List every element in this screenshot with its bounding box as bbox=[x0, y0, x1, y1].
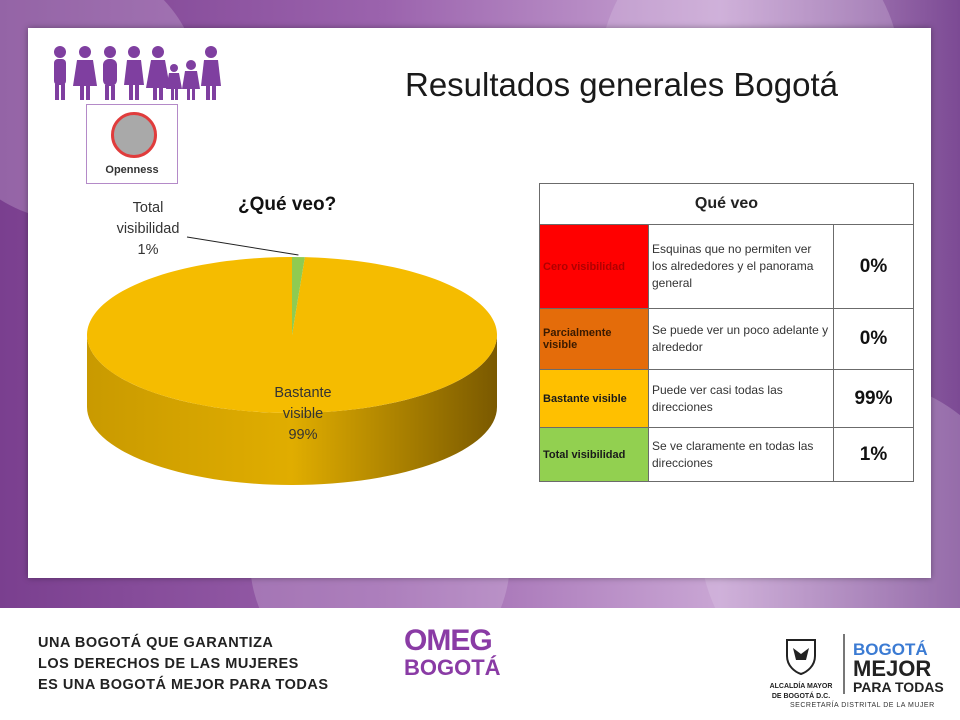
table-row-category: Total visibilidad bbox=[539, 427, 649, 482]
table-row: Cero visibilidad Esquinas que no permite… bbox=[539, 224, 914, 309]
omeg-logo-line2: BOGOTÁ bbox=[404, 655, 501, 680]
badge-label: Openness bbox=[105, 164, 159, 176]
pie-label-small-line1: Total bbox=[132, 200, 164, 216]
table-row-description: Se ve claramente en todas las direccione… bbox=[648, 427, 834, 482]
que-veo-table: Qué veo Cero visibilidad Esquinas que no… bbox=[539, 183, 914, 482]
openness-circle-icon bbox=[111, 112, 157, 158]
pie-label-large: Bastante visible 99% bbox=[253, 383, 353, 446]
table-row: Parcialmente visible Se puede ver un poc… bbox=[539, 308, 914, 370]
footer-slogan-line3: ES UNA BOGOTÁ MEJOR PARA TODAS bbox=[38, 677, 329, 693]
chart-title: ¿Qué veo? bbox=[238, 194, 337, 215]
pie-label-small-value: 1% bbox=[137, 242, 159, 258]
footer-slogan-line2: LOS DERECHOS DE LAS MUJERES bbox=[38, 656, 299, 672]
table-row-category: Cero visibilidad bbox=[539, 224, 649, 309]
pie-label-small: Total visibilidad 1% bbox=[98, 198, 198, 261]
table-row-percent: 0% bbox=[833, 308, 914, 370]
pie-label-large-line2: visible bbox=[282, 406, 324, 422]
table-row-percent: 1% bbox=[833, 427, 914, 482]
omeg-logo-line1: OMEG bbox=[404, 624, 493, 657]
secretaria-label: SECRETARÍA DISTRITAL DE LA MUJER bbox=[790, 702, 935, 709]
pie-label-large-line1: Bastante bbox=[274, 385, 332, 401]
openness-badge: Openness bbox=[86, 104, 178, 184]
table-row-percent: 99% bbox=[833, 369, 914, 428]
table-row-description: Esquinas que no permiten ver los alreded… bbox=[648, 224, 834, 309]
coat-of-arms-icon bbox=[786, 639, 816, 676]
table-row-description: Se puede ver un poco adelante y alrededo… bbox=[648, 308, 834, 370]
table-row-category: Parcialmente visible bbox=[539, 308, 649, 370]
table-row-description: Puede ver casi todas las direcciones bbox=[648, 369, 834, 428]
page-title: Resultados generales Bogotá bbox=[405, 66, 838, 103]
table-row-percent: 0% bbox=[833, 224, 914, 309]
brand-line1: BOGOTÁ bbox=[853, 640, 928, 659]
footer-slogan-line1: UNA BOGOTÁ QUE GARANTIZA bbox=[38, 635, 274, 651]
people-icon bbox=[54, 46, 221, 100]
alcaldia-logo: ALCALDÍA MAYOR DE BOGOTÁ D.C. bbox=[762, 636, 840, 701]
table-header: Qué veo bbox=[539, 183, 914, 225]
table-row: Total visibilidad Se ve claramente en to… bbox=[539, 427, 914, 482]
alcaldia-line1: ALCALDÍA MAYOR bbox=[769, 683, 833, 690]
table-row-category: Bastante visible bbox=[539, 369, 649, 428]
alcaldia-line2: DE BOGOTÁ D.C. bbox=[771, 693, 831, 700]
brand-line2: MEJOR bbox=[853, 656, 932, 681]
table-row: Bastante visible Puede ver casi todas la… bbox=[539, 369, 914, 428]
logo-divider bbox=[843, 634, 845, 694]
footer-slogan: UNA BOGOTÁ QUE GARANTIZA LOS DERECHOS DE… bbox=[38, 633, 329, 696]
pie-label-small-line2: visibilidad bbox=[116, 221, 180, 237]
omeg-logo: OMEG BOGOTÁ bbox=[404, 626, 501, 680]
bogota-mejor-logo: BOGOTÁ MEJOR PARA TODAS bbox=[853, 640, 944, 697]
brand-line3: PARA TODAS bbox=[853, 679, 944, 695]
pie-label-large-value: 99% bbox=[288, 427, 318, 443]
